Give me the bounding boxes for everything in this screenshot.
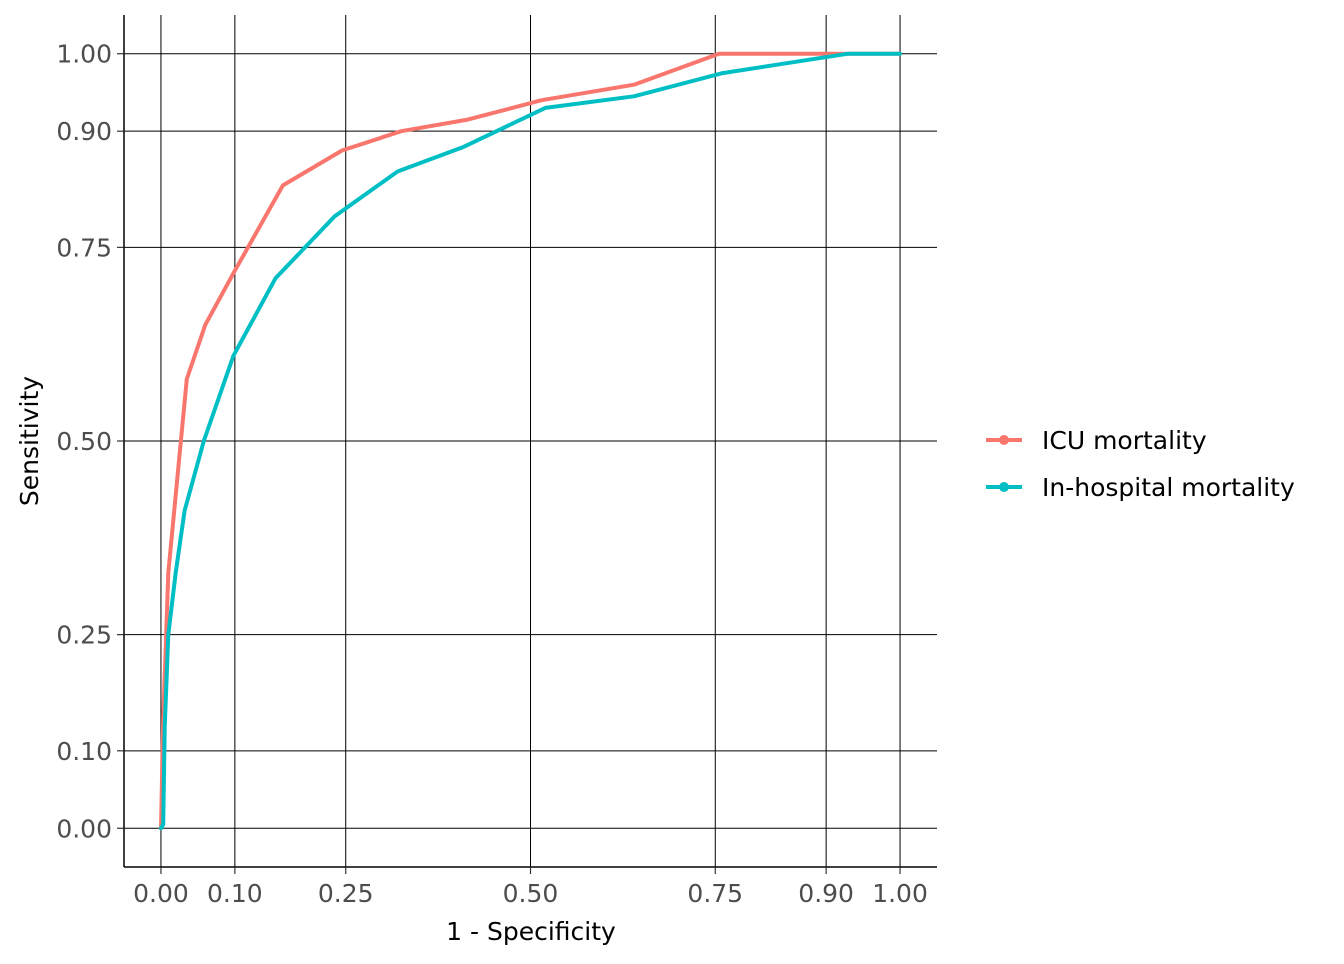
x-tick-label: 1.00	[872, 879, 928, 908]
x-tick-label: 0.00	[133, 879, 189, 908]
legend-item-icu: ICU mortality	[986, 426, 1207, 455]
x-tick-label: 0.10	[207, 879, 263, 908]
y-axis-title: Sensitivity	[15, 376, 44, 506]
x-tick-label: 0.50	[503, 879, 559, 908]
series-line-0	[159, 51, 902, 831]
y-tick-label: 0.75	[56, 233, 112, 262]
y-tick-label: 0.10	[56, 737, 112, 766]
axes	[117, 15, 937, 874]
x-axis-title: 1 - Specificity	[446, 917, 616, 946]
y-tick-label: 0.90	[56, 117, 112, 146]
legend-item-in-hospital: In-hospital mortality	[986, 473, 1295, 502]
x-tick-label: 0.90	[798, 879, 854, 908]
y-tick-label: 0.25	[56, 621, 112, 650]
series-line-1	[159, 51, 902, 831]
legend-label: In-hospital mortality	[1042, 473, 1295, 502]
y-tick-label: 0.00	[56, 814, 112, 843]
series-lines	[159, 51, 902, 831]
legend-label: ICU mortality	[1042, 426, 1207, 455]
y-tick-label: 0.50	[56, 427, 112, 456]
y-tick-label: 1.00	[56, 40, 112, 69]
tick-labels: 0.00 0.10 0.25 0.50 0.75 0.90 1.00 0.00 0.10 0.25…	[56, 40, 928, 908]
legend: ICU mortality In-hospital mortality	[986, 426, 1295, 502]
legend-key-dot	[999, 482, 1009, 492]
grid-lines	[124, 15, 937, 867]
legend-key-dot	[999, 435, 1009, 445]
x-tick-label: 0.75	[687, 879, 743, 908]
x-tick-label: 0.25	[318, 879, 374, 908]
